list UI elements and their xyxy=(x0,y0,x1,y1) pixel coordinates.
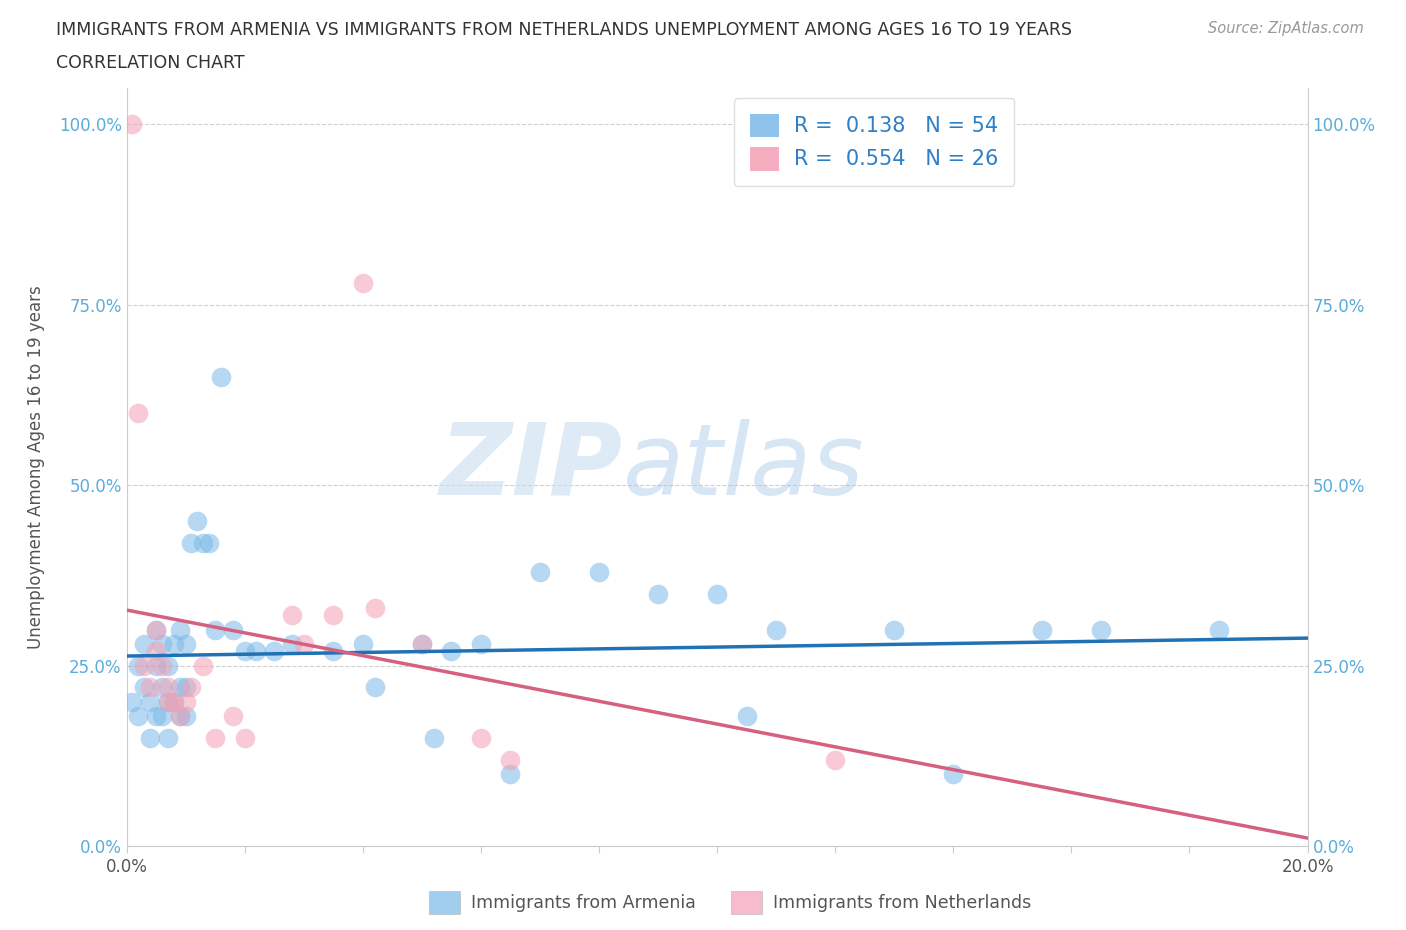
Text: atlas: atlas xyxy=(623,418,865,516)
Point xyxy=(150,637,173,652)
Point xyxy=(411,637,433,652)
Point xyxy=(470,731,492,746)
Point xyxy=(422,731,444,746)
Point xyxy=(222,622,245,637)
Y-axis label: Unemployment Among Ages 16 to 19 years: Unemployment Among Ages 16 to 19 years xyxy=(27,286,45,649)
Point xyxy=(647,586,669,601)
Text: CORRELATION CHART: CORRELATION CHART xyxy=(56,54,245,72)
Point xyxy=(145,622,167,637)
Point xyxy=(363,680,385,695)
Point xyxy=(139,731,162,746)
Legend: R =  0.138   N = 54, R =  0.554   N = 26: R = 0.138 N = 54, R = 0.554 N = 26 xyxy=(734,98,1014,186)
Point xyxy=(363,601,385,616)
Point xyxy=(198,536,221,551)
Point xyxy=(156,658,179,673)
Point xyxy=(174,709,197,724)
Point xyxy=(233,731,256,746)
Point xyxy=(139,695,162,710)
Point xyxy=(134,680,156,695)
Point xyxy=(180,536,202,551)
Point xyxy=(499,766,522,781)
Point xyxy=(222,709,245,724)
Point xyxy=(174,637,197,652)
Point xyxy=(942,766,965,781)
Point xyxy=(263,644,285,658)
Point xyxy=(186,514,208,529)
Point xyxy=(163,695,186,710)
Point xyxy=(440,644,463,658)
Point xyxy=(292,637,315,652)
Point xyxy=(150,680,173,695)
Point xyxy=(411,637,433,652)
Point xyxy=(127,405,149,420)
Point xyxy=(121,117,143,132)
Point xyxy=(156,731,179,746)
Point xyxy=(706,586,728,601)
Text: ZIP: ZIP xyxy=(440,418,623,516)
Point xyxy=(735,709,758,724)
Point xyxy=(145,622,167,637)
Point xyxy=(245,644,267,658)
Point xyxy=(281,637,304,652)
Point xyxy=(322,608,344,623)
Point xyxy=(180,680,202,695)
Text: Immigrants from Netherlands: Immigrants from Netherlands xyxy=(773,894,1032,911)
Point xyxy=(150,709,173,724)
Point xyxy=(588,565,610,579)
Point xyxy=(352,637,374,652)
Point xyxy=(134,637,156,652)
Point xyxy=(169,622,191,637)
Point xyxy=(163,637,186,652)
Text: IMMIGRANTS FROM ARMENIA VS IMMIGRANTS FROM NETHERLANDS UNEMPLOYMENT AMONG AGES 1: IMMIGRANTS FROM ARMENIA VS IMMIGRANTS FR… xyxy=(56,21,1073,39)
Point xyxy=(470,637,492,652)
Point xyxy=(204,622,226,637)
Point xyxy=(139,680,162,695)
Point xyxy=(233,644,256,658)
Point xyxy=(145,658,167,673)
Point xyxy=(127,709,149,724)
Point xyxy=(145,709,167,724)
Point xyxy=(174,680,197,695)
Point xyxy=(281,608,304,623)
Point xyxy=(169,709,191,724)
Point xyxy=(156,695,179,710)
Point xyxy=(163,695,186,710)
Point xyxy=(169,709,191,724)
Point xyxy=(529,565,551,579)
Point xyxy=(174,695,197,710)
Point xyxy=(121,695,143,710)
Point xyxy=(127,658,149,673)
Point xyxy=(193,658,215,673)
Point xyxy=(156,695,179,710)
Point xyxy=(883,622,905,637)
Point xyxy=(1031,622,1053,637)
Point xyxy=(150,658,173,673)
Point xyxy=(824,752,846,767)
Point xyxy=(156,680,179,695)
Point xyxy=(169,680,191,695)
Point xyxy=(499,752,522,767)
Point xyxy=(765,622,787,637)
Point xyxy=(145,644,167,658)
Point xyxy=(322,644,344,658)
Point xyxy=(209,369,232,384)
Point xyxy=(352,276,374,291)
Point xyxy=(134,658,156,673)
Point xyxy=(1090,622,1112,637)
Text: Immigrants from Armenia: Immigrants from Armenia xyxy=(471,894,696,911)
Point xyxy=(193,536,215,551)
Point xyxy=(204,731,226,746)
Point xyxy=(1208,622,1230,637)
Text: Source: ZipAtlas.com: Source: ZipAtlas.com xyxy=(1208,21,1364,36)
